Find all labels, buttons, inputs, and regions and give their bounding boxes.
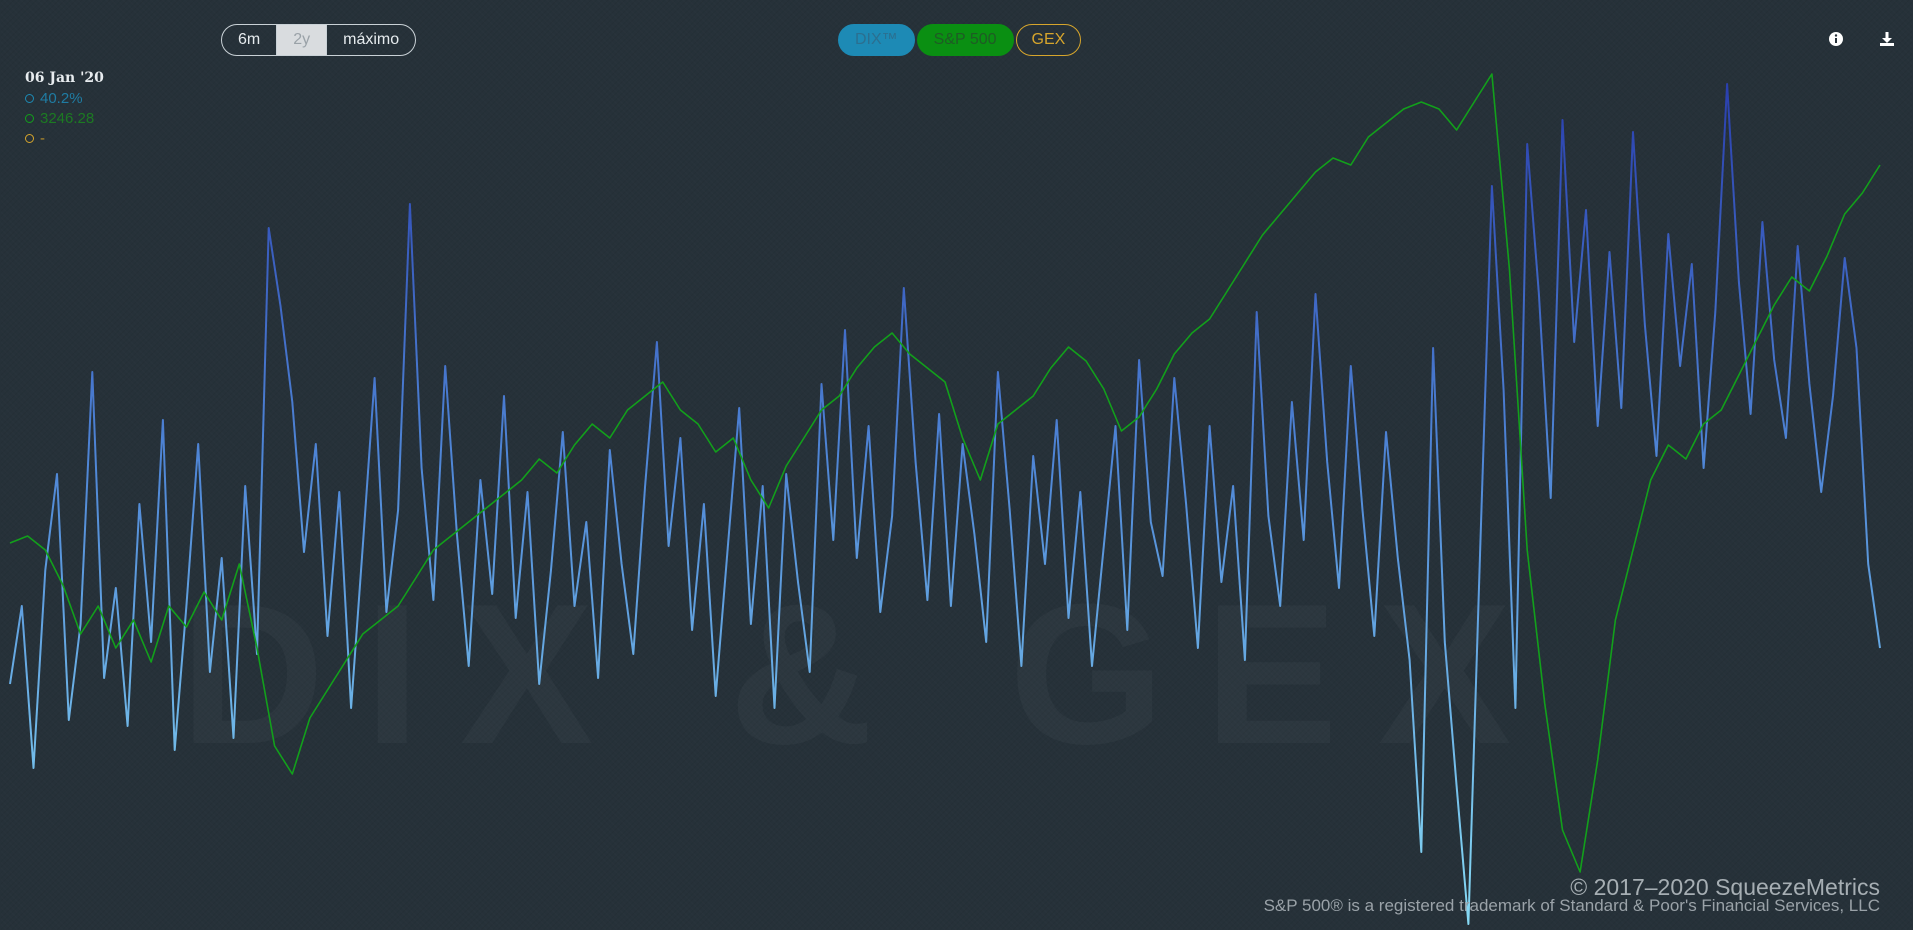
spx-marker-icon — [25, 113, 34, 123]
tooltip-date: 06 Jan '20 — [25, 70, 104, 86]
spx-series — [9, 73, 1881, 873]
tooltip-row-spx: 3246.28 — [25, 108, 104, 128]
range-button-2y[interactable]: 2y — [276, 25, 327, 55]
dix-series — [9, 83, 1881, 925]
copyright-text: © 2017–2020 SqueezeMetrics — [1570, 874, 1880, 900]
dix-toggle-button[interactable]: DIX™ — [838, 24, 915, 56]
tooltip-spx-value: 3246.28 — [40, 109, 95, 127]
spx-line — [9, 73, 1881, 873]
dix-line — [9, 83, 1881, 925]
download-icon[interactable] — [1878, 30, 1896, 48]
spx-toggle-button[interactable]: S&P 500 — [916, 24, 1014, 56]
range-button-6m[interactable]: 6m — [238, 31, 261, 48]
tooltip-row-dix: 40.2% — [25, 88, 104, 108]
tooltip-row-gex: - — [25, 128, 104, 148]
tooltip-dix-value: 40.2% — [40, 89, 83, 107]
range-button-max[interactable]: máximo — [326, 25, 415, 55]
hover-tooltip: 06 Jan '20 40.2% 3246.28 - — [25, 70, 104, 148]
gex-toggle-button[interactable]: GEX — [1015, 24, 1082, 56]
trademark-text: S&P 500® is a registered trademark of St… — [1263, 896, 1880, 915]
tooltip-gex-value: - — [40, 129, 45, 147]
info-icon[interactable] — [1827, 30, 1845, 48]
gex-marker-icon — [25, 133, 34, 143]
range-selector: 6m 2y máximo — [221, 24, 417, 56]
dix-marker-icon — [25, 93, 34, 103]
series-toggles: DIX™ S&P 500 GEX — [838, 24, 1082, 56]
